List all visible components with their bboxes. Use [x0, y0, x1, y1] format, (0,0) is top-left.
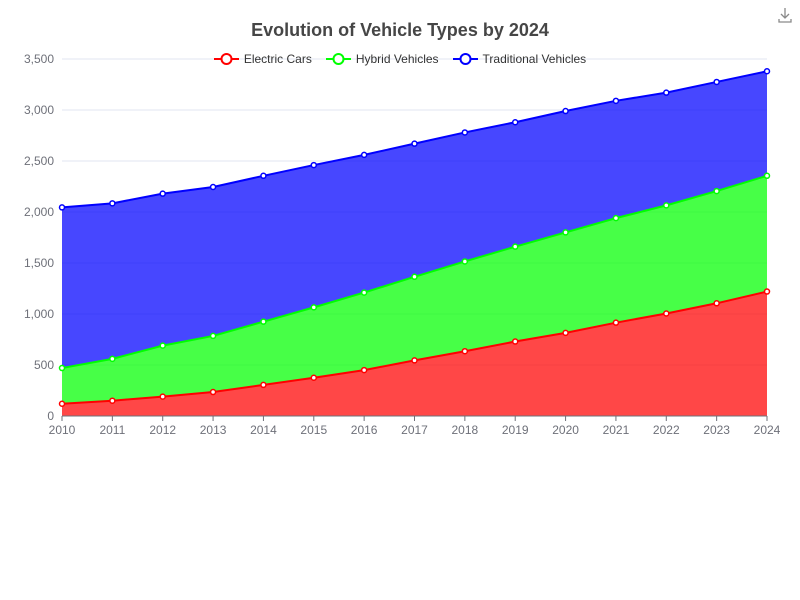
data-point[interactable]	[159, 190, 166, 197]
data-point[interactable]	[562, 329, 569, 337]
x-tick-label: 2016	[351, 423, 378, 437]
legend-label: Electric Cars	[243, 52, 312, 66]
axes: 0 500 1,000 1,500 2,000 2,500 3,000 3,500 2010 20…	[24, 52, 781, 437]
data-point[interactable]	[411, 140, 418, 147]
data-point[interactable]	[612, 319, 620, 326]
data-point[interactable]	[109, 397, 116, 404]
x-tick-label: 2022	[653, 423, 680, 437]
data-point[interactable]	[310, 304, 318, 311]
data-points	[58, 67, 771, 408]
x-tick-label: 2010	[49, 423, 76, 437]
data-point[interactable]	[159, 393, 166, 400]
data-point[interactable]	[763, 172, 771, 180]
data-point[interactable]	[58, 204, 66, 211]
data-point[interactable]	[260, 381, 267, 389]
y-tick-label: 2,500	[24, 154, 54, 168]
data-point[interactable]	[209, 183, 217, 191]
data-point[interactable]	[310, 374, 318, 381]
data-point[interactable]	[360, 151, 368, 159]
area-traditional-vehicles	[62, 71, 767, 369]
x-tick-label: 2013	[200, 423, 227, 437]
legend-swatch	[325, 53, 351, 65]
legend: Electric Cars Hybrid Vehicles Traditional …	[0, 52, 800, 66]
area-hybrid-vehicles	[62, 175, 767, 404]
data-point[interactable]	[763, 67, 771, 75]
legend-item[interactable]: Electric Cars	[213, 52, 312, 66]
legend-label: Traditional Vehicles	[482, 52, 587, 66]
download-icon[interactable]	[776, 6, 794, 24]
data-point[interactable]	[612, 97, 620, 105]
x-tick-label: 2021	[603, 423, 630, 437]
y-tick-label: 1,000	[24, 307, 54, 321]
data-point[interactable]	[411, 273, 418, 281]
legend-label: Hybrid Vehicles	[355, 52, 439, 66]
y-tick-label: 2,000	[24, 205, 54, 219]
y-tick-label: 0	[47, 409, 54, 423]
x-tick-label: 2019	[502, 423, 529, 437]
data-point[interactable]	[763, 288, 771, 295]
x-tick-label: 2020	[552, 423, 579, 437]
data-point[interactable]	[663, 202, 670, 209]
data-point[interactable]	[663, 310, 670, 317]
data-point[interactable]	[58, 364, 66, 372]
x-tick-label: 2015	[300, 423, 327, 437]
x-tick-label: 2024	[754, 423, 781, 437]
data-point[interactable]	[360, 289, 368, 296]
legend-swatch	[452, 53, 478, 65]
data-point[interactable]	[411, 357, 418, 364]
data-point[interactable]	[511, 118, 519, 126]
data-point[interactable]	[562, 107, 569, 115]
area-series	[62, 71, 767, 416]
data-point[interactable]	[109, 200, 116, 207]
area-electric-cars	[62, 291, 767, 416]
data-point[interactable]	[260, 318, 267, 325]
data-point[interactable]	[713, 300, 720, 307]
y-tick-label: 3,000	[24, 103, 54, 117]
data-point[interactable]	[562, 229, 569, 236]
data-point[interactable]	[461, 258, 469, 265]
data-point[interactable]	[310, 161, 318, 169]
data-point[interactable]	[209, 332, 217, 340]
data-point[interactable]	[461, 129, 469, 136]
chart-title: Evolution of Vehicle Types by 2024	[251, 20, 549, 40]
data-point[interactable]	[260, 172, 267, 180]
x-tick-label: 2014	[250, 423, 277, 437]
legend-item[interactable]: Hybrid Vehicles	[325, 52, 439, 66]
data-point[interactable]	[713, 187, 720, 195]
data-point[interactable]	[109, 355, 116, 363]
data-point[interactable]	[360, 366, 368, 374]
data-point[interactable]	[58, 400, 66, 408]
data-point[interactable]	[511, 338, 519, 345]
y-tick-label: 3,500	[24, 52, 54, 66]
data-point[interactable]	[209, 388, 217, 396]
x-tick-label: 2018	[452, 423, 479, 437]
data-point[interactable]	[663, 89, 670, 96]
legend-swatch	[213, 53, 239, 65]
data-point[interactable]	[511, 243, 519, 250]
x-tick-label: 2017	[401, 423, 428, 437]
y-tick-label: 500	[34, 358, 54, 372]
legend-item[interactable]: Traditional Vehicles	[452, 52, 587, 66]
x-tick-label: 2023	[703, 423, 730, 437]
x-tick-label: 2011	[99, 423, 125, 437]
data-point[interactable]	[159, 342, 166, 349]
data-point[interactable]	[612, 214, 620, 222]
x-tick-label: 2012	[149, 423, 176, 437]
data-point[interactable]	[713, 78, 720, 86]
y-tick-label: 1,500	[24, 256, 54, 270]
data-point[interactable]	[461, 347, 469, 355]
